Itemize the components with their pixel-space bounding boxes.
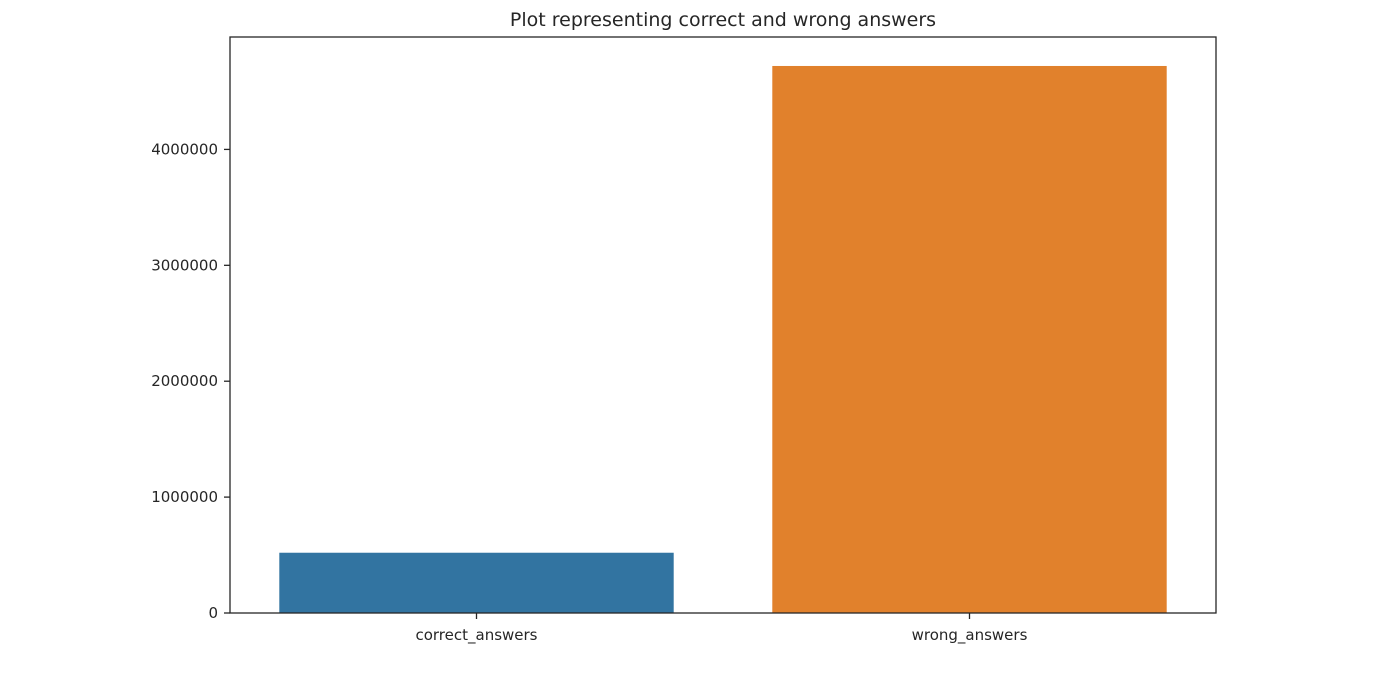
y-tick-label: 0	[208, 604, 218, 622]
x-axis: correct_answers wrong_answers	[415, 613, 1028, 645]
y-tick-label: 4000000	[151, 140, 218, 158]
x-tick-label: wrong_answers	[912, 626, 1028, 645]
x-tick-label: correct_answers	[415, 626, 537, 645]
y-tick-label: 1000000	[151, 488, 218, 506]
bar-wrong-answers	[772, 65, 1167, 613]
chart-title: Plot representing correct and wrong answ…	[510, 9, 936, 31]
bar-correct-answers	[279, 552, 674, 613]
y-axis: 0 1000000 2000000 3000000 4000000	[151, 140, 230, 622]
y-tick-label: 3000000	[151, 256, 218, 274]
bars-layer	[279, 65, 1167, 613]
plot-frame	[229, 36, 1217, 614]
y-tick-label: 2000000	[151, 372, 218, 390]
